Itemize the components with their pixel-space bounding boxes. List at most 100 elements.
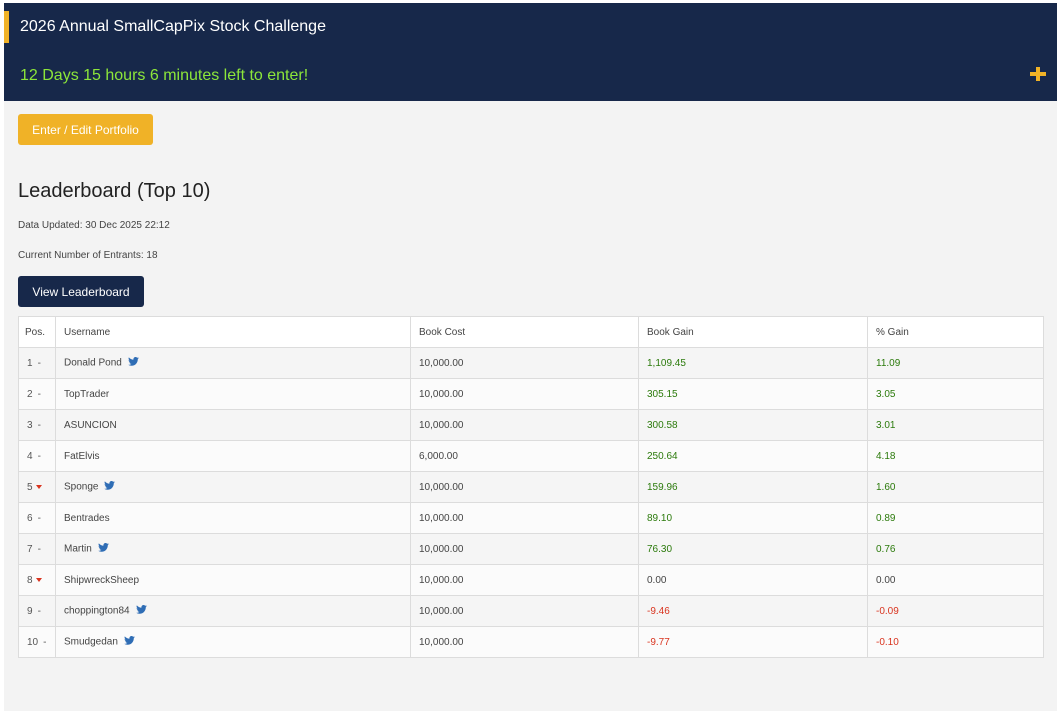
book-gain-cell: -9.77 bbox=[638, 626, 868, 658]
book-gain-cell: 305.15 bbox=[638, 378, 868, 410]
username-text: ASUNCION bbox=[64, 419, 117, 431]
book-gain-cell: -9.46 bbox=[638, 595, 868, 627]
position-cell: 4- bbox=[18, 440, 56, 472]
book-cost-cell: 10,000.00 bbox=[410, 626, 639, 658]
enter-edit-portfolio-button[interactable]: Enter / Edit Portfolio bbox=[18, 114, 153, 145]
username-text: Sponge bbox=[64, 481, 99, 493]
username-cell: Donald Pond bbox=[55, 347, 411, 379]
book-cost-cell: 10,000.00 bbox=[410, 564, 639, 596]
twitter-icon[interactable] bbox=[127, 357, 139, 369]
position-number: 1 bbox=[27, 357, 33, 369]
rank-unchanged-mark: - bbox=[37, 450, 41, 462]
table-row: 1- Donald Pond 10,000.00 1,109.45 11.09 bbox=[18, 347, 1044, 379]
pct-gain-cell: 1.60 bbox=[867, 471, 1044, 503]
header-book-cost: Book Cost bbox=[410, 316, 639, 348]
view-leaderboard-button[interactable]: View Leaderboard bbox=[18, 276, 144, 307]
pct-gain-cell: 0.76 bbox=[867, 533, 1044, 565]
book-cost-cell: 10,000.00 bbox=[410, 502, 639, 534]
table-row: 6- Bentrades 10,000.00 89.10 0.89 bbox=[18, 502, 1044, 534]
twitter-icon[interactable] bbox=[97, 543, 109, 555]
entry-countdown: 12 Days 15 hours 6 minutes left to enter… bbox=[20, 67, 309, 84]
pct-gain-cell: 4.18 bbox=[867, 440, 1044, 472]
username-cell: TopTrader bbox=[55, 378, 411, 410]
position-number: 4 bbox=[27, 450, 33, 462]
position-number: 5 bbox=[27, 481, 33, 493]
book-gain-cell: 76.30 bbox=[638, 533, 868, 565]
username-cell: Sponge bbox=[55, 471, 411, 503]
book-cost-cell: 10,000.00 bbox=[410, 471, 639, 503]
username-cell: ShipwreckSheep bbox=[55, 564, 411, 596]
position-cell: 5 bbox=[18, 471, 56, 503]
book-gain-cell: 1,109.45 bbox=[638, 347, 868, 379]
position-number: 7 bbox=[27, 543, 33, 555]
challenge-title: 2026 Annual SmallCapPix Stock Challenge bbox=[20, 18, 326, 35]
position-cell: 3- bbox=[18, 409, 56, 441]
twitter-icon[interactable] bbox=[104, 481, 116, 493]
book-cost-cell: 6,000.00 bbox=[410, 440, 639, 472]
header-username: Username bbox=[55, 316, 411, 348]
position-cell: 9- bbox=[18, 595, 56, 627]
username-text: ShipwreckSheep bbox=[64, 574, 140, 586]
rank-unchanged-mark: - bbox=[37, 357, 41, 369]
position-cell: 10- bbox=[18, 626, 56, 658]
book-gain-cell: 0.00 bbox=[638, 564, 868, 596]
position-cell: 8 bbox=[18, 564, 56, 596]
header-pct-gain: % Gain bbox=[867, 316, 1044, 348]
table-row: 5 Sponge 10,000.00 159.96 1.60 bbox=[18, 471, 1044, 503]
header-accent-bar bbox=[4, 11, 9, 43]
book-gain-cell: 300.58 bbox=[638, 409, 868, 441]
plus-icon[interactable] bbox=[1029, 64, 1047, 84]
book-cost-cell: 10,000.00 bbox=[410, 409, 639, 441]
pct-gain-cell: 11.09 bbox=[867, 347, 1044, 379]
leaderboard-body: 1- Donald Pond 10,000.00 1,109.45 11.09 2- Top… bbox=[18, 347, 1044, 658]
book-gain-cell: 89.10 bbox=[638, 502, 868, 534]
leaderboard-title: Leaderboard (Top 10) bbox=[18, 180, 211, 202]
header-pos: Pos. bbox=[18, 316, 56, 348]
challenge-header[interactable]: 2026 Annual SmallCapPix Stock Challenge … bbox=[4, 3, 1057, 101]
position-number: 2 bbox=[27, 388, 33, 400]
position-number: 10 bbox=[27, 636, 39, 648]
table-row: 10- Smudgedan 10,000.00 -9.77 -0.10 bbox=[18, 626, 1044, 658]
rank-down-icon bbox=[35, 484, 42, 489]
book-cost-cell: 10,000.00 bbox=[410, 378, 639, 410]
page-frame: 2026 Annual SmallCapPix Stock Challenge … bbox=[4, 3, 1057, 711]
position-cell: 6- bbox=[18, 502, 56, 534]
book-cost-cell: 10,000.00 bbox=[410, 347, 639, 379]
username-text: FatElvis bbox=[64, 450, 100, 462]
entrant-count-text: Current Number of Entrants: 18 bbox=[18, 250, 158, 261]
header-book-gain: Book Gain bbox=[638, 316, 868, 348]
username-text: Donald Pond bbox=[64, 357, 122, 369]
username-cell: ASUNCION bbox=[55, 409, 411, 441]
table-row: 4- FatElvis 6,000.00 250.64 4.18 bbox=[18, 440, 1044, 472]
rank-unchanged-mark: - bbox=[37, 388, 41, 400]
pct-gain-cell: 0.89 bbox=[867, 502, 1044, 534]
position-cell: 1- bbox=[18, 347, 56, 379]
twitter-icon[interactable] bbox=[124, 636, 135, 648]
table-row: 7- Martin 10,000.00 76.30 0.76 bbox=[18, 533, 1044, 565]
rank-unchanged-mark: - bbox=[43, 636, 47, 648]
pct-gain-cell: -0.09 bbox=[867, 595, 1044, 627]
rank-unchanged-mark: - bbox=[37, 605, 41, 617]
position-cell: 7- bbox=[18, 533, 56, 565]
position-number: 9 bbox=[27, 605, 33, 617]
rank-unchanged-mark: - bbox=[37, 543, 41, 555]
username-cell: FatElvis bbox=[55, 440, 411, 472]
username-text: Smudgedan bbox=[64, 636, 118, 648]
username-cell: Martin bbox=[55, 533, 411, 565]
pct-gain-cell: 0.00 bbox=[867, 564, 1044, 596]
position-number: 8 bbox=[27, 574, 33, 586]
table-row: 9- choppington84 10,000.00 -9.46 -0.09 bbox=[18, 595, 1044, 627]
username-cell: choppington84 bbox=[55, 595, 411, 627]
rank-unchanged-mark: - bbox=[37, 512, 41, 524]
pct-gain-cell: 3.01 bbox=[867, 409, 1044, 441]
username-text: Martin bbox=[64, 543, 92, 555]
rank-unchanged-mark: - bbox=[37, 419, 41, 431]
username-cell: Smudgedan bbox=[55, 626, 411, 658]
username-cell: Bentrades bbox=[55, 502, 411, 534]
twitter-icon[interactable] bbox=[135, 605, 147, 617]
pct-gain-cell: -0.10 bbox=[867, 626, 1044, 658]
pct-gain-cell: 3.05 bbox=[867, 378, 1044, 410]
book-cost-cell: 10,000.00 bbox=[410, 533, 639, 565]
table-header-row: Pos. Username Book Cost Book Gain % Gain bbox=[18, 316, 1044, 348]
table-row: 2- TopTrader 10,000.00 305.15 3.05 bbox=[18, 378, 1044, 410]
